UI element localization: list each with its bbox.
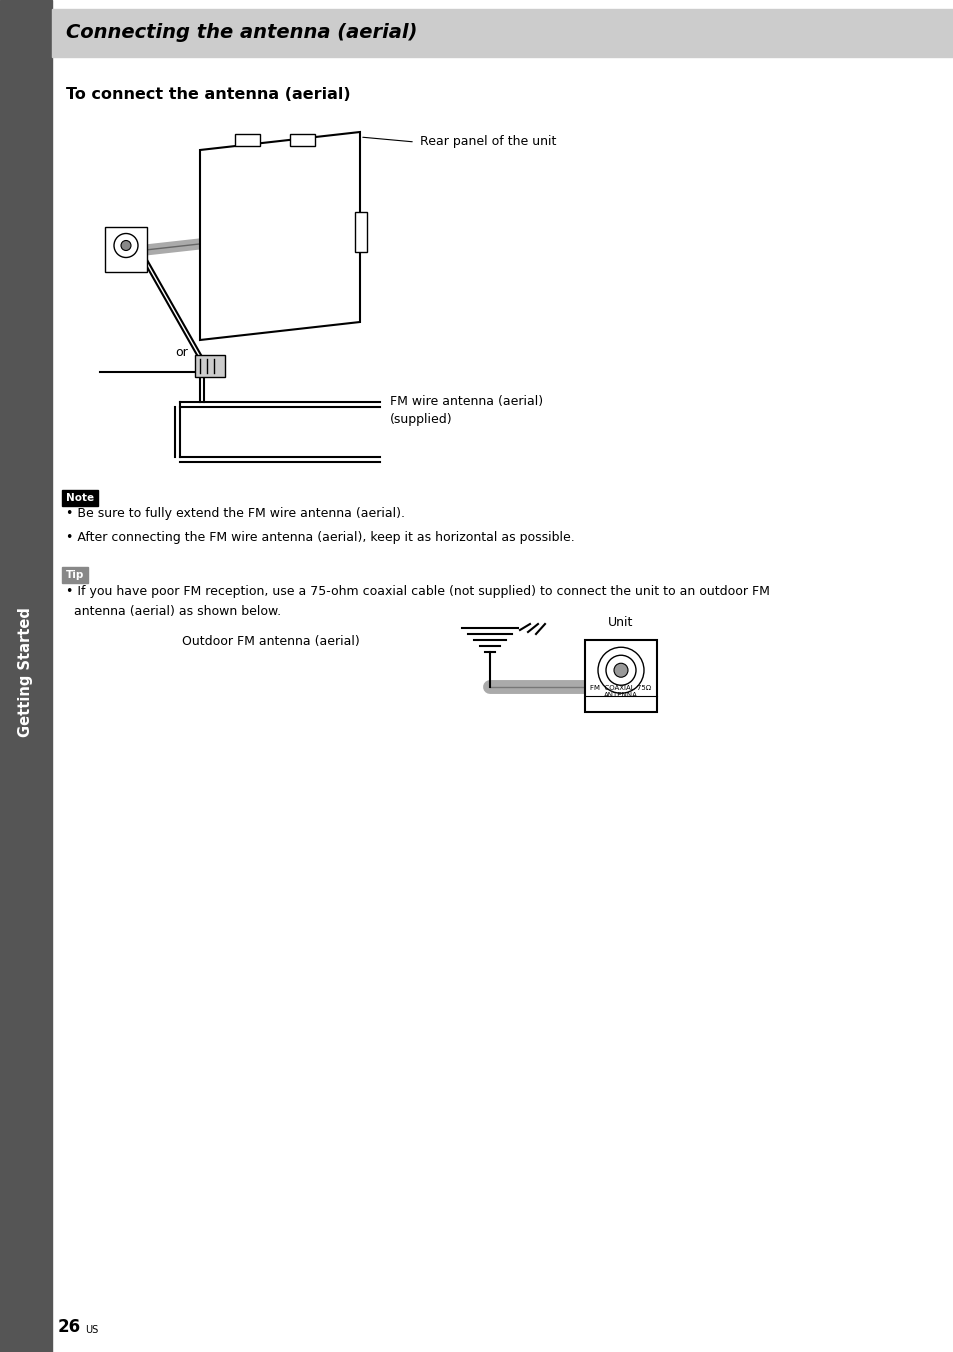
Text: FM wire antenna (aerial): FM wire antenna (aerial) <box>390 396 542 408</box>
Text: • If you have poor FM reception, use a 75-ohm coaxial cable (not supplied) to co: • If you have poor FM reception, use a 7… <box>66 585 769 599</box>
Text: Getting Started: Getting Started <box>18 607 33 737</box>
Text: antenna (aerial) as shown below.: antenna (aerial) as shown below. <box>66 606 281 618</box>
Bar <box>62 489 98 506</box>
Circle shape <box>598 648 643 694</box>
Text: To connect the antenna (aerial): To connect the antenna (aerial) <box>66 87 351 101</box>
Circle shape <box>614 664 627 677</box>
Text: or: or <box>174 346 188 358</box>
Text: • After connecting the FM wire antenna (aerial), keep it as horizontal as possib: • After connecting the FM wire antenna (… <box>66 530 574 544</box>
Bar <box>355 212 367 251</box>
Bar <box>52 9 953 57</box>
Bar <box>290 134 314 146</box>
Bar <box>194 356 225 377</box>
Text: Unit: Unit <box>608 615 633 629</box>
Text: (supplied): (supplied) <box>390 414 452 426</box>
Bar <box>584 639 657 713</box>
Polygon shape <box>200 132 359 339</box>
Bar <box>105 227 147 272</box>
Text: Tip: Tip <box>66 571 84 580</box>
Bar <box>62 566 88 583</box>
Bar <box>234 134 260 146</box>
Bar <box>0 0 52 1352</box>
Text: Rear panel of the unit: Rear panel of the unit <box>419 135 556 149</box>
Circle shape <box>605 656 636 685</box>
Text: Outdoor FM antenna (aerial): Outdoor FM antenna (aerial) <box>182 635 359 649</box>
Circle shape <box>113 234 138 257</box>
Text: • Be sure to fully extend the FM wire antenna (aerial).: • Be sure to fully extend the FM wire an… <box>66 507 405 521</box>
Text: Note: Note <box>66 493 94 503</box>
Text: FM  COAXIAL 75Ω: FM COAXIAL 75Ω <box>590 685 651 691</box>
Text: Connecting the antenna (aerial): Connecting the antenna (aerial) <box>66 23 417 42</box>
Text: ANTENNA: ANTENNA <box>603 692 638 698</box>
Text: 26: 26 <box>58 1318 81 1336</box>
Circle shape <box>121 241 131 250</box>
Text: US: US <box>85 1325 98 1334</box>
